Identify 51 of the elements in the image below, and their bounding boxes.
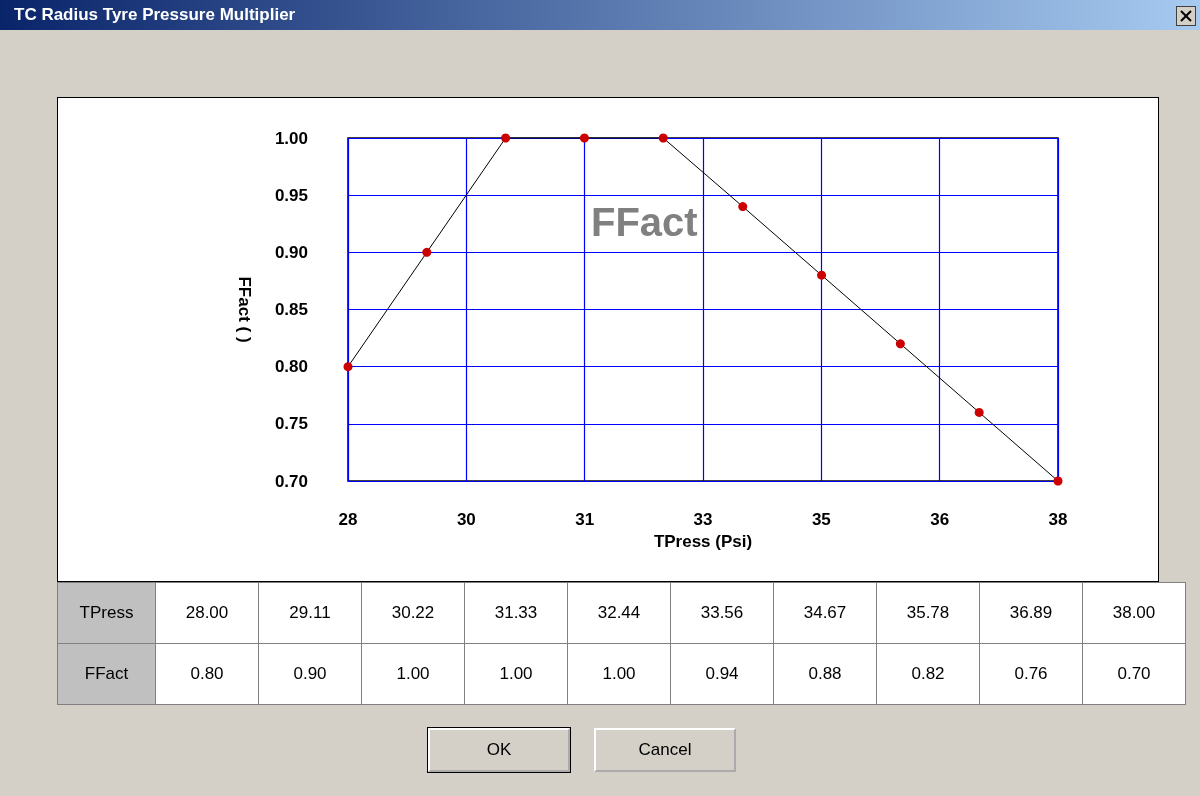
text: 28.00 (155, 582, 259, 644)
y-tick-label: 0.95 (274, 185, 308, 205)
text: 0.82 (876, 643, 980, 705)
x-tick-label: 30 (456, 510, 476, 529)
point (579, 133, 589, 143)
x-tick-label: 28 (338, 510, 358, 529)
x-tick-label: 36 (930, 510, 950, 529)
text: 0.80 (155, 643, 259, 705)
y-tick-label: 0.80 (274, 357, 308, 377)
point (343, 362, 353, 372)
y-tick-label: 0.90 (274, 242, 308, 262)
x-tick-label: 38 (1048, 510, 1068, 529)
text: 0.70 (1082, 643, 1186, 705)
text: 29.11 (258, 582, 362, 644)
y-axis-title: FFact ( ) (235, 276, 254, 343)
text: 36.89 (979, 582, 1083, 644)
y-tick-label: 0.70 (274, 471, 308, 491)
point (738, 202, 748, 212)
text: 1.00 (567, 643, 671, 705)
point (974, 407, 984, 417)
text: FFact (84, 664, 129, 683)
text: 0.76 (979, 643, 1083, 705)
text: Cancel (594, 728, 736, 772)
text: 1.00 (361, 643, 465, 705)
text: 1.00 (464, 643, 568, 705)
point (658, 133, 668, 143)
x-axis-title: TPress (Psi) (653, 531, 753, 551)
text: 32.44 (567, 582, 671, 644)
text: 38.00 (1082, 582, 1186, 644)
text: TPress (57, 582, 156, 644)
point (895, 339, 905, 349)
x-tick-label: 31 (575, 510, 595, 529)
text: 0.94 (670, 643, 774, 705)
text: 31.33 (464, 582, 568, 644)
point (501, 133, 511, 143)
point (422, 247, 432, 257)
text: OK (428, 728, 570, 772)
y-tick-label: 0.75 (274, 414, 308, 434)
text: 35.78 (876, 582, 980, 644)
text: 33.56 (670, 582, 774, 644)
y-tick-label: 1.00 (274, 128, 308, 148)
point (817, 270, 827, 280)
text: 30.22 (361, 582, 465, 644)
x-tick-label: 35 (811, 510, 831, 529)
text: TC Radius Tyre Pressure Multiplier (0, 0, 1200, 30)
text: 34.67 (773, 582, 877, 644)
x-tick-label: 33 (693, 510, 713, 529)
series-label: FFact (591, 200, 698, 244)
text: 0.88 (773, 643, 877, 705)
point (1053, 476, 1063, 486)
y-tick-label: 0.85 (274, 300, 308, 319)
